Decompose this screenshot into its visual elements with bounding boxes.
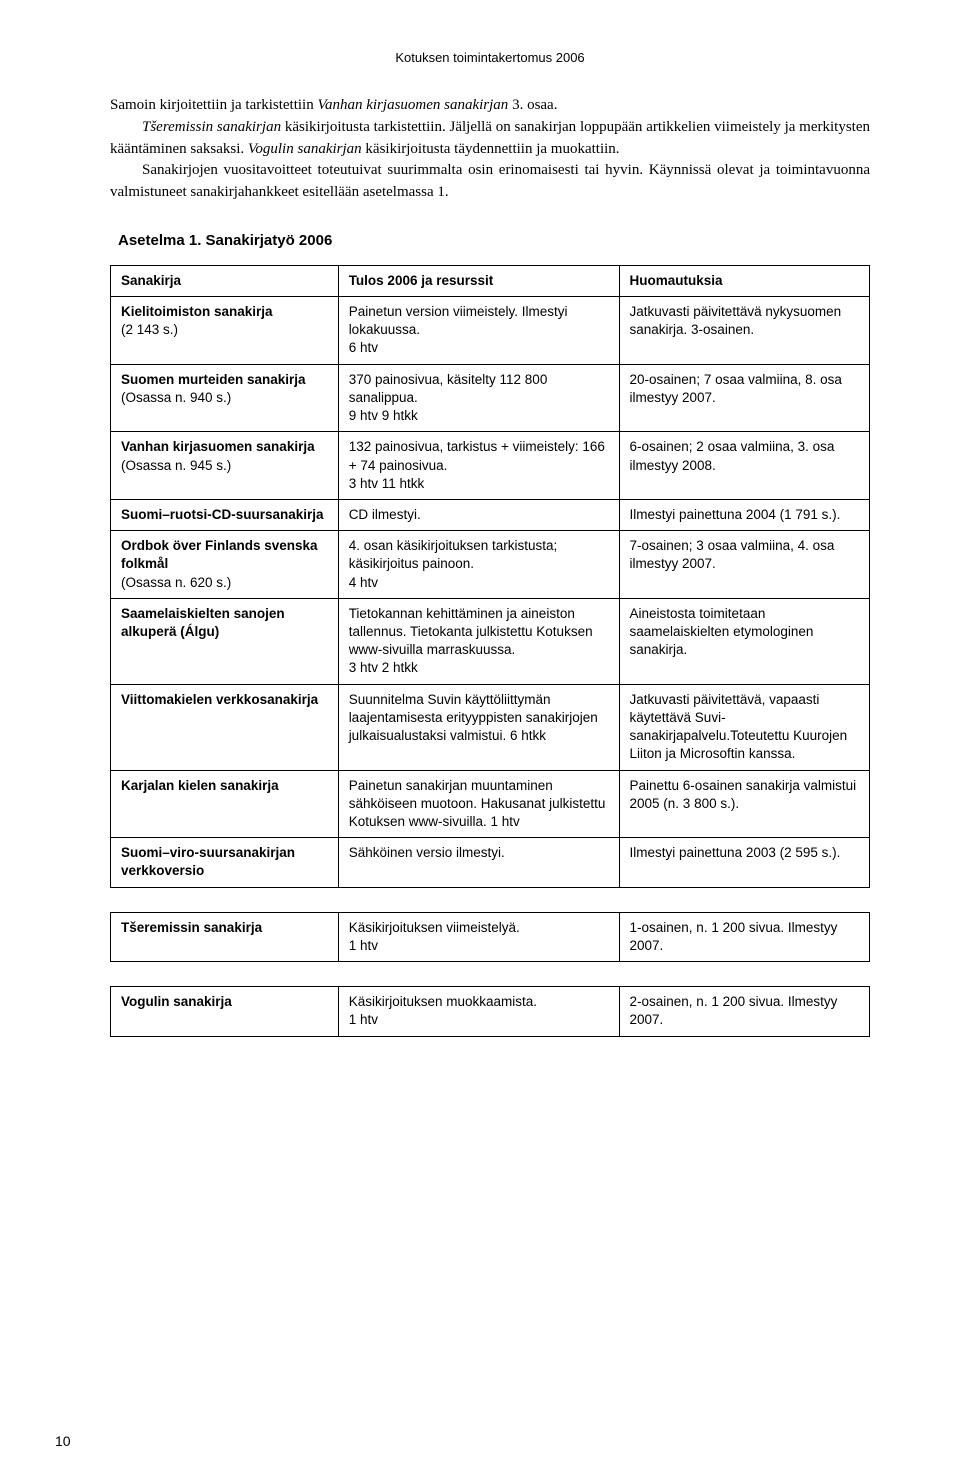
dictionary-meta: (2 143 s.) xyxy=(121,322,178,337)
dictionary-name: Karjalan kielen sanakirja xyxy=(121,778,279,793)
table-row: Viittomakielen verkkosanakirja Suunnitelm… xyxy=(111,684,870,770)
cell-notes: Painettu 6-osainen sanakirja valmistui 2… xyxy=(619,770,869,838)
dictionary-name: Vogulin sanakirja xyxy=(121,994,232,1009)
cell-notes: 2-osainen, n. 1 200 sivua. Ilmestyy 2007… xyxy=(619,987,869,1036)
text: Samoin kirjoitettiin ja tarkistettiin xyxy=(110,97,317,113)
cell-notes: Ilmestyi painettuna 2003 (2 595 s.). xyxy=(619,838,869,887)
cell-dictionary: Suomi–viro-suursanakirjan verkkoversio xyxy=(111,838,339,887)
table-row: Vogulin sanakirja Käsikirjoituksen muokka… xyxy=(111,987,870,1036)
dictionary-table: Sanakirja Tulos 2006 ja resurssit Huomau… xyxy=(110,265,870,888)
cell-result: CD ilmestyi. xyxy=(338,499,619,530)
dictionary-table-2: Tšeremissin sanakirja Käsikirjoituksen vi… xyxy=(110,912,870,962)
table-row: Suomen murteiden sanakirja (Osassa n. 940… xyxy=(111,364,870,432)
table-row: Suomi–viro-suursanakirjan verkkoversio Sä… xyxy=(111,838,870,887)
cell-notes: 20-osainen; 7 osaa valmiina, 8. osa ilme… xyxy=(619,364,869,432)
cell-result: 370 painosivua, käsitelty 112 800 sanali… xyxy=(338,364,619,432)
cell-notes: 1-osainen, n. 1 200 sivua. Ilmestyy 2007… xyxy=(619,912,869,961)
table-row: Ordbok över Finlands svenska folkmål (Osa… xyxy=(111,531,870,599)
cell-dictionary: Karjalan kielen sanakirja xyxy=(111,770,339,838)
cell-result: Tietokannan kehittäminen ja aineiston ta… xyxy=(338,598,619,684)
text: 3. osaa. xyxy=(508,97,557,113)
dictionary-name: Suomi–ruotsi-CD-suursanakirja xyxy=(121,507,324,522)
page-number: 10 xyxy=(55,1433,71,1449)
dictionary-meta: (Osassa n. 940 s.) xyxy=(121,390,231,405)
italic-title: Vanhan kirjasuomen sanakirjan xyxy=(317,97,508,113)
cell-notes: Jatkuvasti päivitettävä, vapaasti käytet… xyxy=(619,684,869,770)
table-row: Karjalan kielen sanakirja Painetun sanaki… xyxy=(111,770,870,838)
text: käsikirjoitusta täydennettiin ja muokatt… xyxy=(362,141,620,157)
dictionary-name: Viittomakielen verkkosanakirja xyxy=(121,692,318,707)
cell-dictionary: Kielitoimiston sanakirja (2 143 s.) xyxy=(111,296,339,364)
cell-notes: 7-osainen; 3 osaa valmiina, 4. osa ilmes… xyxy=(619,531,869,599)
dictionary-name: Kielitoimiston sanakirja xyxy=(121,304,273,319)
running-header: Kotuksen toimintakertomus 2006 xyxy=(110,50,870,65)
dictionary-name: Suomen murteiden sanakirja xyxy=(121,372,306,387)
cell-dictionary: Suomen murteiden sanakirja (Osassa n. 940… xyxy=(111,364,339,432)
dictionary-meta: (Osassa n. 945 s.) xyxy=(121,458,231,473)
cell-result: 4. osan käsikirjoituksen tarkistusta; kä… xyxy=(338,531,619,599)
table-row: Tšeremissin sanakirja Käsikirjoituksen vi… xyxy=(111,912,870,961)
cell-result: Suunnitelma Suvin käyttöliittymän laajen… xyxy=(338,684,619,770)
cell-notes: Aineistosta toimitetaan saamelaiskielten… xyxy=(619,598,869,684)
cell-result: Sähköinen versio ilmestyi. xyxy=(338,838,619,887)
table-row: Kielitoimiston sanakirja (2 143 s.) Painet… xyxy=(111,296,870,364)
dictionary-name: Vanhan kirjasuomen sanakirja xyxy=(121,439,315,454)
cell-notes: Jatkuvasti päivitettävä nykysuomen sanak… xyxy=(619,296,869,364)
col-header: Sanakirja xyxy=(111,265,339,296)
cell-dictionary: Vanhan kirjasuomen sanakirja (Osassa n. 9… xyxy=(111,432,339,500)
cell-result: Painetun sanakirjan muuntaminen sähköise… xyxy=(338,770,619,838)
cell-result: Painetun version viimeistely. Ilmestyi l… xyxy=(338,296,619,364)
table-row: Vanhan kirjasuomen sanakirja (Osassa n. 9… xyxy=(111,432,870,500)
dictionary-meta: (Osassa n. 620 s.) xyxy=(121,575,231,590)
table-header-row: Sanakirja Tulos 2006 ja resurssit Huomau… xyxy=(111,265,870,296)
italic-title: Tšeremissin sanakirjan xyxy=(142,119,281,135)
body-paragraph: Samoin kirjoitettiin ja tarkistettiin Va… xyxy=(110,95,870,204)
cell-dictionary: Suomi–ruotsi-CD-suursanakirja xyxy=(111,499,339,530)
cell-notes: 6-osainen; 2 osaa valmiina, 3. osa ilmes… xyxy=(619,432,869,500)
table-heading: Asetelma 1. Sanakirjatyö 2006 xyxy=(118,232,870,249)
cell-dictionary: Tšeremissin sanakirja xyxy=(111,912,339,961)
cell-result: Käsikirjoituksen viimeistelyä.1 htv xyxy=(338,912,619,961)
text: Sanakirjojen vuositavoitteet toteutuivat… xyxy=(110,160,870,204)
cell-dictionary: Viittomakielen verkkosanakirja xyxy=(111,684,339,770)
dictionary-table-3: Vogulin sanakirja Käsikirjoituksen muokka… xyxy=(110,986,870,1036)
cell-dictionary: Vogulin sanakirja xyxy=(111,987,339,1036)
page: Kotuksen toimintakertomus 2006 Samoin ki… xyxy=(0,0,960,1479)
col-header: Huomautuksia xyxy=(619,265,869,296)
italic-title: Vogulin sanakirjan xyxy=(248,141,362,157)
cell-result: 132 painosivua, tarkistus + viimeistely:… xyxy=(338,432,619,500)
table-row: Suomi–ruotsi-CD-suursanakirja CD ilmestyi… xyxy=(111,499,870,530)
table-row: Saamelaiskielten sanojen alkuperä (Álgu)… xyxy=(111,598,870,684)
dictionary-name: Ordbok över Finlands svenska folkmål xyxy=(121,538,318,571)
cell-notes: Ilmestyi painettuna 2004 (1 791 s.). xyxy=(619,499,869,530)
col-header: Tulos 2006 ja resurssit xyxy=(338,265,619,296)
cell-result: Käsikirjoituksen muokkaamista.1 htv xyxy=(338,987,619,1036)
dictionary-name: Saamelaiskielten sanojen alkuperä (Álgu) xyxy=(121,606,285,639)
dictionary-name: Suomi–viro-suursanakirjan verkkoversio xyxy=(121,845,295,878)
cell-dictionary: Saamelaiskielten sanojen alkuperä (Álgu) xyxy=(111,598,339,684)
dictionary-name: Tšeremissin sanakirja xyxy=(121,920,262,935)
cell-dictionary: Ordbok över Finlands svenska folkmål (Osa… xyxy=(111,531,339,599)
